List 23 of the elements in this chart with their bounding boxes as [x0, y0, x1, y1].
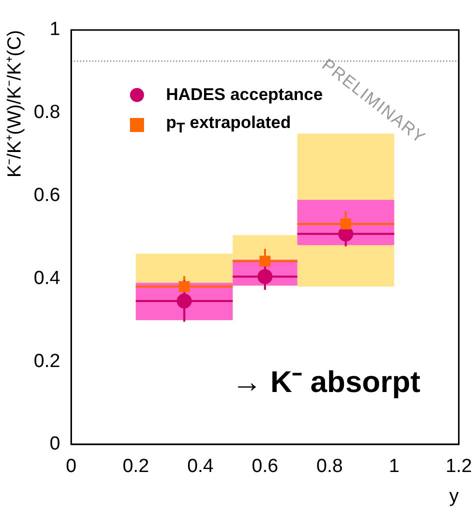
y-tick-label: 0.2: [34, 350, 60, 372]
x-axis-title: y: [449, 486, 460, 507]
annotation: → K⁻ absorpt: [232, 365, 420, 401]
x-tick-label: 1.2: [446, 456, 472, 478]
x-tick-label: 0: [66, 456, 76, 478]
point: [260, 256, 270, 267]
legend-label: HADES acceptance: [166, 85, 323, 104]
x-tick-label: 0.6: [252, 456, 278, 478]
point: [340, 218, 352, 230]
y-tick-label: 0.8: [34, 102, 60, 124]
y-tick-label: 0: [50, 434, 60, 455]
point: [178, 281, 190, 292]
y-axis-title: K⁻/K⁺(W)/K⁻/K⁺(C): [4, 30, 26, 178]
x-tick-label: 0.4: [187, 456, 214, 478]
x-tick-label: 0.2: [122, 456, 150, 478]
point: [176, 294, 192, 309]
x-tick-label: 0.8: [316, 456, 343, 478]
y-tick-label: 0.6: [34, 184, 60, 206]
y-tick-label: 1: [50, 19, 60, 40]
point: [258, 269, 273, 284]
y-tick-label: 0.4: [34, 268, 61, 289]
x-tick-label: 1: [388, 456, 400, 478]
legend-label: p$_{T}$ extrapolated: [166, 113, 291, 137]
